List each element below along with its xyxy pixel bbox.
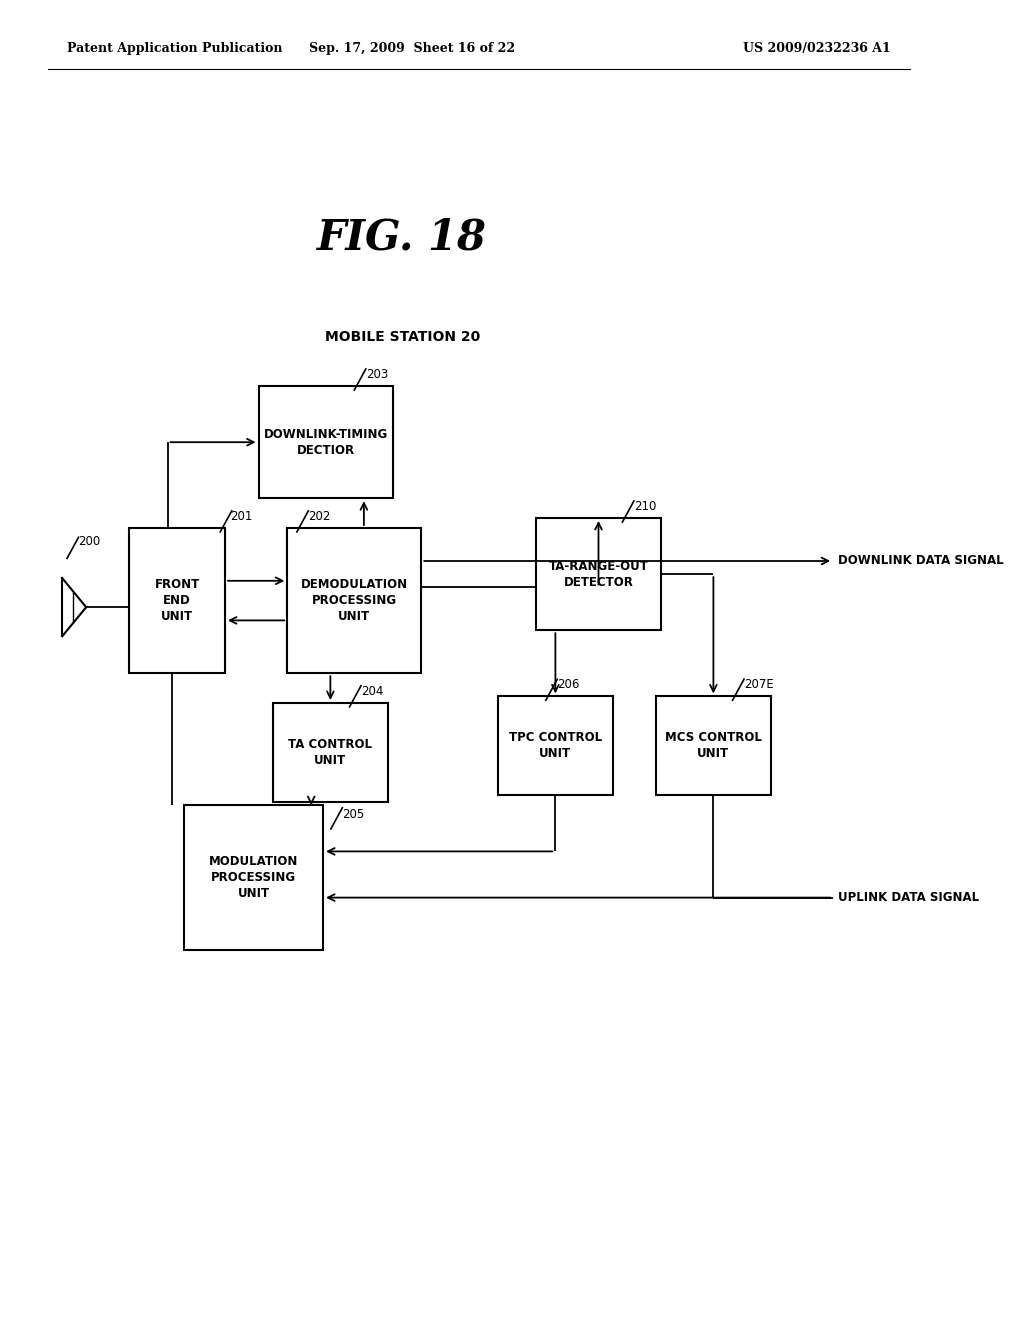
Bar xyxy=(129,528,225,673)
Text: 206: 206 xyxy=(557,678,580,692)
Bar xyxy=(498,697,612,795)
Text: MCS CONTROL
UNIT: MCS CONTROL UNIT xyxy=(665,731,762,760)
Text: 200: 200 xyxy=(79,535,100,548)
Text: 207E: 207E xyxy=(744,678,774,692)
Text: TA CONTROL
UNIT: TA CONTROL UNIT xyxy=(289,738,373,767)
Text: US 2009/0232236 A1: US 2009/0232236 A1 xyxy=(742,42,891,55)
Text: TPC CONTROL
UNIT: TPC CONTROL UNIT xyxy=(509,731,602,760)
Bar xyxy=(258,385,392,498)
Text: TA-RANGE-OUT
DETECTOR: TA-RANGE-OUT DETECTOR xyxy=(549,560,648,589)
Bar xyxy=(656,697,771,795)
Text: MOBILE STATION 20: MOBILE STATION 20 xyxy=(325,330,480,343)
Text: 210: 210 xyxy=(634,500,656,513)
Text: 205: 205 xyxy=(342,808,365,821)
Text: 202: 202 xyxy=(308,510,331,523)
Text: DEMODULATION
PROCESSING
UNIT: DEMODULATION PROCESSING UNIT xyxy=(301,578,408,623)
Bar xyxy=(537,519,660,631)
Text: Patent Application Publication: Patent Application Publication xyxy=(67,42,283,55)
Text: 201: 201 xyxy=(229,510,252,523)
Bar xyxy=(184,805,324,950)
Bar xyxy=(288,528,421,673)
Text: DOWNLINK DATA SIGNAL: DOWNLINK DATA SIGNAL xyxy=(838,554,1004,568)
Text: Sep. 17, 2009  Sheet 16 of 22: Sep. 17, 2009 Sheet 16 of 22 xyxy=(308,42,515,55)
Text: 203: 203 xyxy=(366,368,388,380)
Text: DOWNLINK-TIMING
DECTIOR: DOWNLINK-TIMING DECTIOR xyxy=(263,428,388,457)
Text: FRONT
END
UNIT: FRONT END UNIT xyxy=(155,578,200,623)
Text: FIG. 18: FIG. 18 xyxy=(317,216,487,259)
Text: MODULATION
PROCESSING
UNIT: MODULATION PROCESSING UNIT xyxy=(209,855,298,900)
Bar xyxy=(273,702,388,801)
Text: 204: 204 xyxy=(361,685,383,697)
Text: UPLINK DATA SIGNAL: UPLINK DATA SIGNAL xyxy=(838,891,979,904)
